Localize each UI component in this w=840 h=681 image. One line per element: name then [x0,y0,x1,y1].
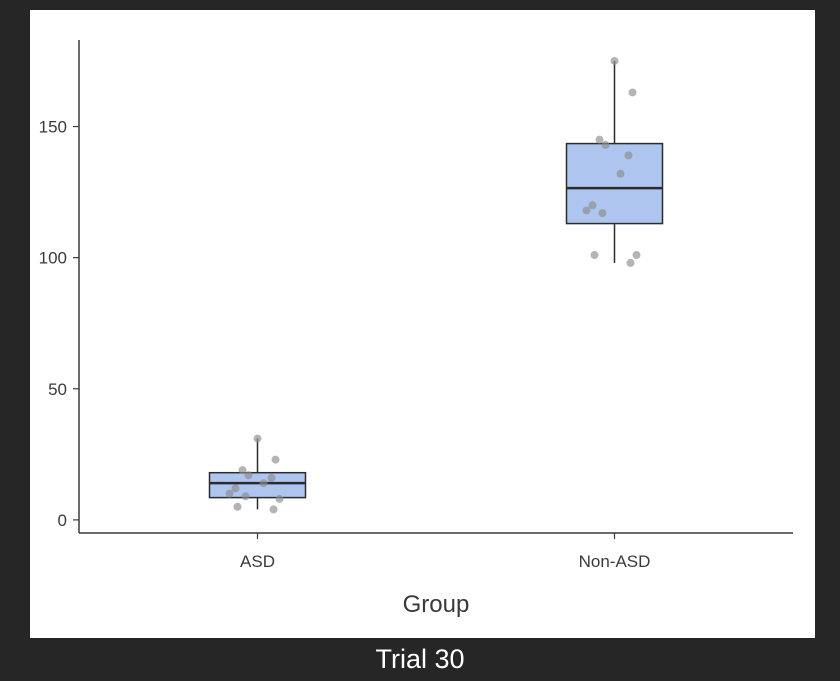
y-tick-label: 100 [39,249,67,268]
x-tick-label: ASD [240,552,275,571]
data-point [624,151,633,160]
data-point [259,479,268,488]
data-point [225,489,234,498]
y-tick-label: 150 [39,118,67,137]
boxplot-chart: 0 50 100 150 ASD Non-ASD Group [39,40,793,618]
data-point [271,455,280,464]
y-tick-label: 50 [48,380,67,399]
data-point [632,251,641,260]
x-axis: ASD Non-ASD [79,532,793,571]
plot-marks [208,56,664,514]
chart-panel: 0 50 100 150 ASD Non-ASD Group [30,10,815,638]
data-point [588,201,597,210]
box-group-asd [208,434,307,514]
data-point [269,505,278,514]
data-point [275,494,284,503]
x-axis-title: Group [403,591,470,618]
data-point [598,209,607,218]
data-point [610,56,619,65]
x-tick-label: Non-ASD [579,552,651,571]
data-point [267,473,276,482]
y-tick-label: 0 [58,511,67,530]
box-group-non-asd [565,56,664,267]
data-point [253,434,262,443]
data-point [616,169,625,178]
data-point [595,135,604,144]
data-point [241,492,250,501]
data-point [601,140,610,149]
data-point [233,502,242,511]
slide-caption: Trial 30 [375,644,465,674]
iqr-box [565,142,664,225]
data-point [231,484,240,493]
data-point [244,471,253,480]
iqr-box [208,471,307,499]
data-point [582,206,591,215]
data-point [628,88,637,97]
data-point [590,251,599,260]
data-point [238,466,247,475]
y-axis: 0 50 100 150 [39,40,80,533]
data-point [626,258,635,267]
